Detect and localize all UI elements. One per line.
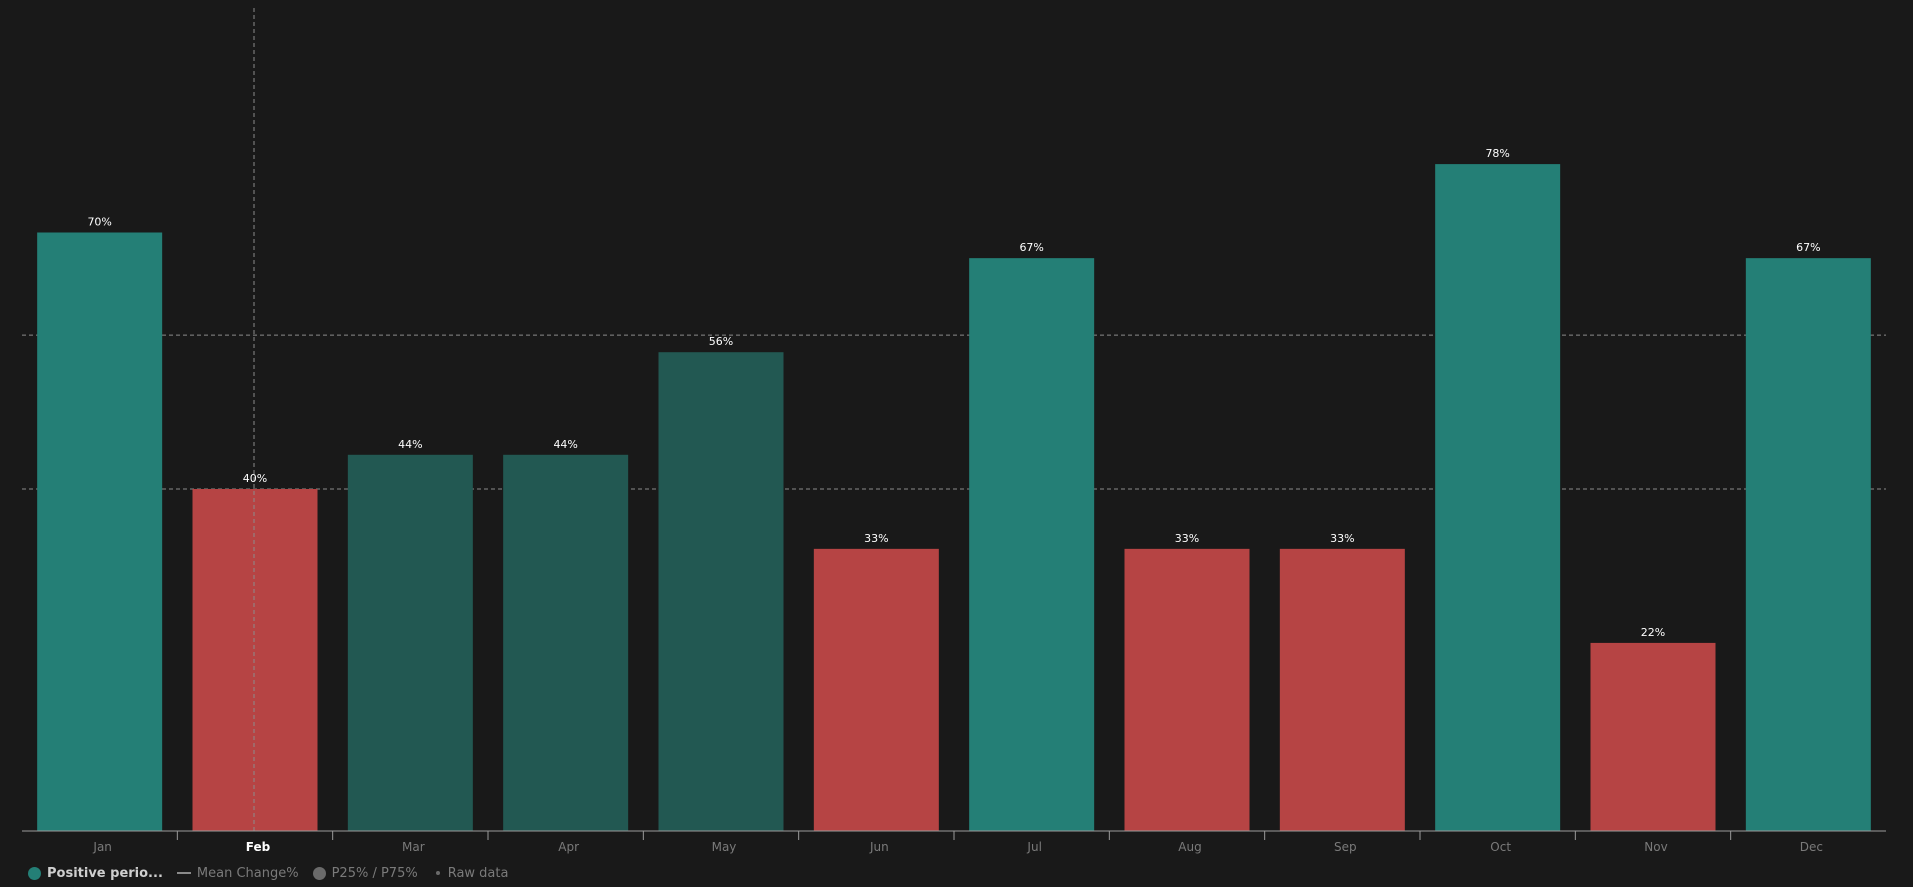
bar-chart: 70% 40% 44% 44% 56% 33% 67% 33% 33% 78% 22% 67% Jan…	[22, 8, 1886, 854]
bar-value-label: 40%	[243, 472, 267, 485]
bar-dec[interactable]	[1745, 258, 1871, 831]
bar-value-label: 67%	[1019, 241, 1043, 254]
x-tick-label: Jun	[869, 840, 889, 854]
bar-may[interactable]	[658, 352, 784, 831]
legend-item-percentiles[interactable]: P25% / P75%	[312, 865, 418, 881]
bar-value-label: 33%	[1330, 532, 1354, 545]
x-tick-label: Dec	[1800, 840, 1823, 854]
bar-jan[interactable]	[37, 232, 163, 832]
x-tick-label: Sep	[1334, 840, 1357, 854]
legend-item-mean-change[interactable]: Mean Change%	[176, 865, 299, 881]
bar-value-label: 67%	[1796, 241, 1820, 254]
legend-line-icon	[176, 872, 191, 874]
bar-value-label: 44%	[398, 438, 422, 451]
x-tick-label: Oct	[1490, 840, 1511, 854]
bar-value-labels: 70% 40% 44% 44% 56% 33% 67% 33% 33% 78% 22% 67%	[87, 147, 1820, 639]
bar-value-label: 44%	[553, 438, 577, 451]
bar-jun[interactable]	[813, 548, 939, 831]
bar-sep[interactable]	[1279, 548, 1405, 831]
bar-mar[interactable]	[347, 454, 473, 831]
bar-jul[interactable]	[969, 258, 1095, 831]
x-tick-label: Mar	[402, 840, 425, 854]
bar-value-label: 78%	[1485, 147, 1509, 160]
bar-value-label: 33%	[864, 532, 888, 545]
bar-nov[interactable]	[1590, 642, 1716, 831]
reference-lines	[22, 334, 1886, 490]
legend-item-positive-periods[interactable]: Positive perio...	[28, 866, 163, 881]
legend: Positive perio... Mean Change% P25% / P7…	[28, 864, 522, 882]
bar-oct[interactable]	[1435, 164, 1561, 832]
x-tick-label: Aug	[1178, 840, 1201, 854]
bar-value-label: 22%	[1641, 626, 1665, 639]
bar-value-label: 33%	[1175, 532, 1199, 545]
bar-value-label: 56%	[709, 335, 733, 348]
legend-dot-icon	[28, 866, 41, 880]
x-tick-label: Nov	[1644, 840, 1667, 854]
x-tick-label: May	[712, 840, 737, 854]
legend-dot-icon	[312, 866, 326, 880]
bars-group	[37, 164, 1871, 832]
legend-label: P25% / P75%	[331, 865, 418, 881]
x-axis	[22, 830, 1886, 840]
legend-label: Mean Change%	[196, 865, 299, 881]
x-tick-label: Feb	[246, 840, 271, 854]
bar-feb[interactable]	[192, 489, 318, 831]
x-tick-label: Jan	[92, 840, 112, 854]
bar-aug[interactable]	[1124, 548, 1250, 831]
legend-small-dot-icon	[435, 871, 440, 875]
bar-value-label: 70%	[87, 216, 111, 229]
x-tick-labels: Jan Feb Mar Apr May Jun Jul Aug Sep Oct Nov Dec	[92, 840, 1823, 854]
x-tick-label: Apr	[558, 840, 579, 854]
legend-label: Raw data	[447, 865, 509, 881]
bar-apr[interactable]	[503, 454, 629, 831]
legend-label: Positive perio...	[47, 865, 163, 881]
legend-item-raw-data[interactable]: Raw data	[432, 865, 509, 881]
x-tick-label: Jul	[1026, 840, 1041, 854]
